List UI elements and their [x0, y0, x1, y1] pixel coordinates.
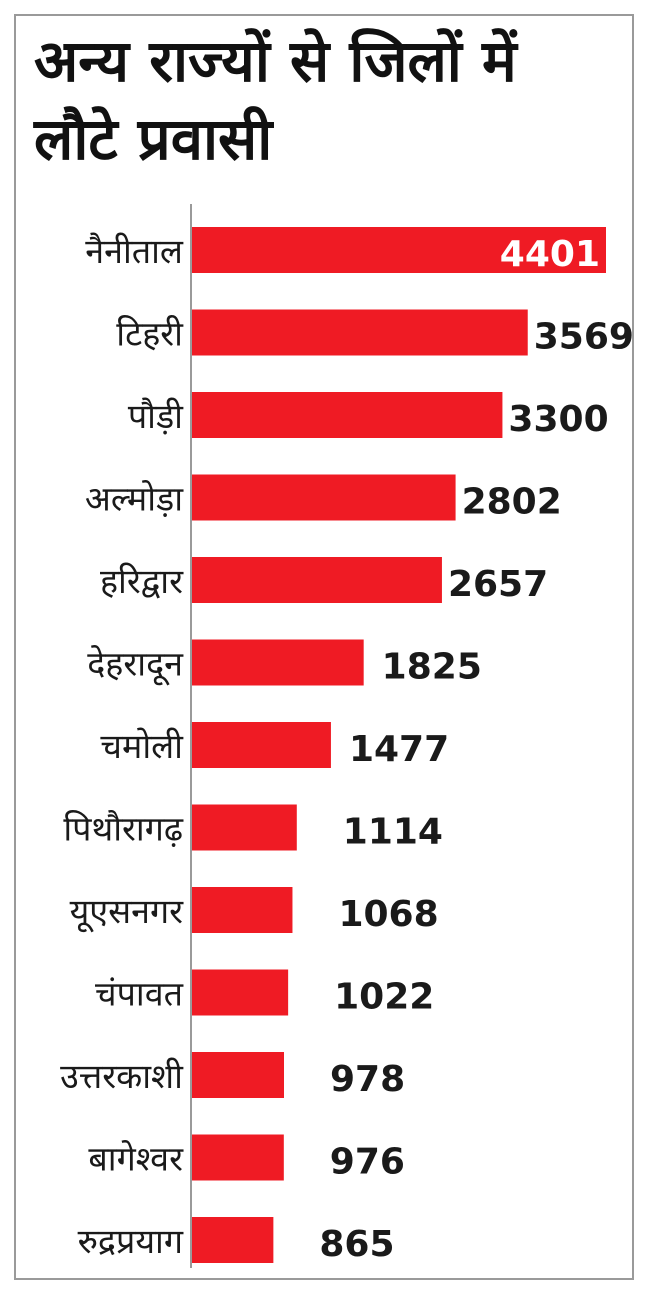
value-label-10: 1022	[334, 977, 434, 1018]
category-label-4: अल्मोड़ा	[85, 480, 184, 520]
category-label-3: पौड़ी	[128, 397, 184, 437]
value-label-5: 2657	[448, 564, 548, 605]
category-label-10: चंपावत	[95, 975, 184, 1015]
bar-7	[192, 722, 331, 768]
bars-layer: नैनीताल 4401 टिहरी 3569 पौड़ी 3300 अल्मोड़ा 280…	[60, 227, 634, 1265]
bar-2	[192, 309, 528, 356]
category-label-11: उत्तरकाशी	[60, 1057, 184, 1097]
chart-title: अन्य राज्यों से जिलों में लौटे प्रवासी	[34, 27, 517, 173]
bar-6	[192, 639, 364, 686]
value-label-4: 2802	[462, 482, 562, 523]
bar-12	[192, 1134, 284, 1181]
value-label-13: 865	[319, 1224, 394, 1265]
category-label-6: देहरादून	[87, 645, 184, 686]
bar-9	[192, 887, 293, 933]
bar-3	[192, 392, 503, 438]
bar-13	[192, 1217, 274, 1263]
category-label-13: रुद्रप्रयाग	[78, 1222, 184, 1262]
value-label-7: 1477	[349, 729, 449, 770]
value-label-6: 1825	[382, 647, 482, 688]
bar-4	[192, 474, 456, 521]
value-label-1: 4401	[500, 234, 600, 275]
bar-5	[192, 557, 442, 603]
value-label-3: 3300	[508, 399, 608, 440]
value-label-2: 3569	[534, 317, 634, 358]
value-label-9: 1068	[338, 894, 438, 935]
category-label-8: पिथौरागढ़	[63, 810, 184, 850]
category-label-7: चमोली	[100, 727, 184, 767]
bar-11	[192, 1052, 284, 1098]
category-label-12: बागेश्वर	[88, 1140, 184, 1180]
category-label-5: हरिद्वार	[100, 562, 184, 602]
bar-8	[192, 804, 297, 851]
value-label-11: 978	[330, 1059, 405, 1100]
bar-1	[192, 227, 606, 273]
category-label-1: नैनीताल	[85, 232, 184, 272]
value-label-8: 1114	[343, 812, 443, 853]
category-label-9: यूएसनगर	[70, 892, 185, 933]
category-label-2: टिहरी	[116, 315, 184, 355]
value-label-12: 976	[330, 1142, 405, 1183]
bar-10	[192, 969, 289, 1016]
